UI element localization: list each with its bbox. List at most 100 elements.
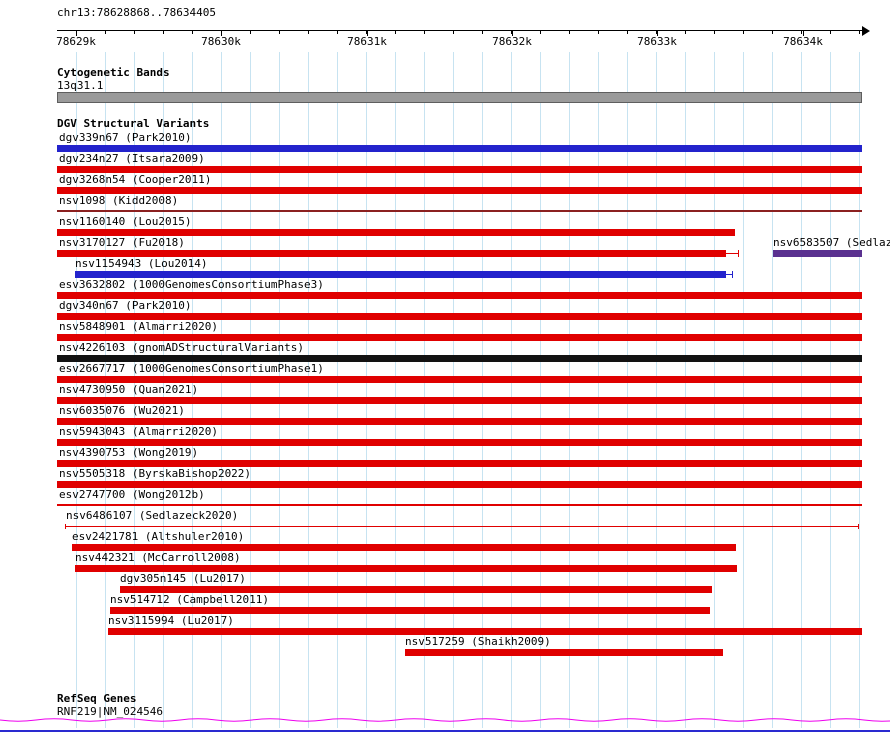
variant-label[interactable]: nsv1154943 (Lou2014)	[75, 257, 208, 270]
grid-line	[685, 52, 686, 728]
ruler-tick-label: 78631k	[347, 35, 387, 48]
grid-line	[134, 52, 135, 728]
variant-label[interactable]: dgv305n145 (Lu2017)	[120, 572, 246, 585]
grid-line	[482, 52, 483, 728]
variant-bar[interactable]	[773, 250, 862, 257]
grid-line	[76, 52, 77, 728]
variant-label[interactable]: dgv234n27 (Itsara2009)	[59, 152, 205, 165]
variant-bar[interactable]	[57, 250, 726, 257]
grid-line	[627, 52, 628, 728]
ruler-minor-tick	[627, 30, 628, 34]
variant-label[interactable]: nsv6486107 (Sedlazeck2020)	[66, 509, 239, 522]
variant-label[interactable]: nsv517259 (Shaikh2009)	[405, 635, 551, 648]
variant-bar[interactable]	[57, 334, 862, 341]
grid-line	[569, 52, 570, 728]
grid-line	[453, 52, 454, 728]
gene-span-curve-icon	[0, 718, 890, 722]
gene-span-wave[interactable]	[0, 714, 890, 728]
variant-label[interactable]: nsv1160140 (Lou2015)	[59, 215, 192, 228]
variant-line[interactable]	[57, 210, 862, 212]
grid-line	[163, 52, 164, 728]
ruler-minor-tick	[366, 30, 367, 34]
variant-line[interactable]	[57, 504, 862, 506]
ruler-minor-tick	[569, 30, 570, 34]
dgv-section-title: DGV Structural Variants	[57, 117, 210, 130]
variant-bar[interactable]	[57, 313, 862, 320]
variant-bar[interactable]	[57, 229, 735, 236]
variant-label[interactable]: nsv6583507 (Sedlaze	[773, 236, 890, 249]
variant-label[interactable]: esv2667717 (1000GenomesConsortiumPhase1)	[59, 362, 324, 375]
variant-label[interactable]: nsv4226103 (gnomADStructuralVariants)	[59, 341, 305, 354]
ruler-line	[57, 30, 863, 31]
ruler-minor-tick	[743, 30, 744, 34]
ruler-minor-tick	[279, 30, 280, 34]
variant-label[interactable]: nsv5943043 (Almarri2020)	[59, 425, 218, 438]
variant-label[interactable]: nsv4390753 (Wong2019)	[59, 446, 199, 459]
grid-line	[366, 52, 367, 728]
variant-label[interactable]: dgv340n67 (Park2010)	[59, 299, 192, 312]
variant-bar[interactable]	[57, 187, 862, 194]
variant-label[interactable]: dgv3268n54 (Cooper2011)	[59, 173, 212, 186]
grid-line	[830, 52, 831, 728]
ruler-tick-label: 78632k	[492, 35, 532, 48]
variant-bar[interactable]	[120, 586, 712, 593]
variant-label[interactable]: nsv4730950 (Quan2021)	[59, 383, 199, 396]
ruler-minor-tick	[656, 30, 657, 34]
ruler-minor-tick	[540, 30, 541, 34]
variant-bar[interactable]	[110, 607, 710, 614]
variant-whisker-tick	[732, 271, 733, 278]
grid-line	[279, 52, 280, 728]
variant-bar[interactable]	[75, 565, 737, 572]
variant-bar[interactable]	[57, 355, 862, 362]
gene-label[interactable]: RNF219|NM_024546	[57, 705, 163, 718]
ruler-minor-tick	[772, 30, 773, 34]
variant-bar[interactable]	[405, 649, 723, 656]
grid-line	[221, 52, 222, 728]
variant-span-right-tick	[858, 524, 859, 529]
grid-line	[192, 52, 193, 728]
variant-label[interactable]: nsv3115994 (Lu2017)	[108, 614, 234, 627]
variant-label[interactable]: nsv514712 (Campbell2011)	[110, 593, 269, 606]
grid-line	[105, 52, 106, 728]
variant-label[interactable]: nsv1098 (Kidd2008)	[59, 194, 179, 207]
variant-whisker-line	[726, 274, 732, 275]
variant-bar[interactable]	[57, 418, 862, 425]
variant-bar[interactable]	[108, 628, 862, 635]
variant-label[interactable]: nsv442321 (McCarroll2008)	[75, 551, 241, 564]
variant-label[interactable]: esv2747700 (Wong2012b)	[59, 488, 205, 501]
variant-bar[interactable]	[57, 376, 862, 383]
cytoband[interactable]	[57, 92, 862, 103]
ruler-minor-tick	[192, 30, 193, 34]
variant-label[interactable]: nsv5505318 (ByrskaBishop2022)	[59, 467, 252, 480]
variant-label[interactable]: dgv339n67 (Park2010)	[59, 131, 192, 144]
variant-bar[interactable]	[57, 145, 862, 152]
grid-line	[424, 52, 425, 728]
grid-line	[772, 52, 773, 728]
ruler-minor-tick	[163, 30, 164, 34]
grid-line	[598, 52, 599, 728]
variant-label[interactable]: esv3632802 (1000GenomesConsortiumPhase3)	[59, 278, 324, 291]
ruler-tick-label: 78629k	[56, 35, 96, 48]
grid-line	[511, 52, 512, 728]
variant-bar[interactable]	[57, 397, 862, 404]
variant-bar[interactable]	[75, 271, 726, 278]
gene-structure-line[interactable]	[0, 730, 890, 732]
ruler-minor-tick	[801, 30, 802, 34]
variant-bar[interactable]	[57, 481, 862, 488]
variant-label[interactable]: nsv3170127 (Fu2018)	[59, 236, 185, 249]
ruler-arrow-icon	[862, 26, 870, 36]
variant-bar[interactable]	[57, 439, 862, 446]
variant-label[interactable]: nsv6035076 (Wu2021)	[59, 404, 185, 417]
ruler-major-tick	[76, 30, 77, 36]
variant-bar[interactable]	[57, 166, 862, 173]
ruler-minor-tick	[714, 30, 715, 34]
variant-label[interactable]: nsv5848901 (Almarri2020)	[59, 320, 218, 333]
variant-bar[interactable]	[72, 544, 736, 551]
ruler-minor-tick	[250, 30, 251, 34]
cytogenetic-section-title: Cytogenetic Bands	[57, 66, 170, 79]
variant-label[interactable]: esv2421781 (Altshuler2010)	[72, 530, 245, 543]
variant-bar[interactable]	[57, 292, 862, 299]
variant-span-line[interactable]	[65, 526, 858, 527]
cytoband-label: 13q31.1	[57, 79, 104, 92]
variant-bar[interactable]	[57, 460, 862, 467]
